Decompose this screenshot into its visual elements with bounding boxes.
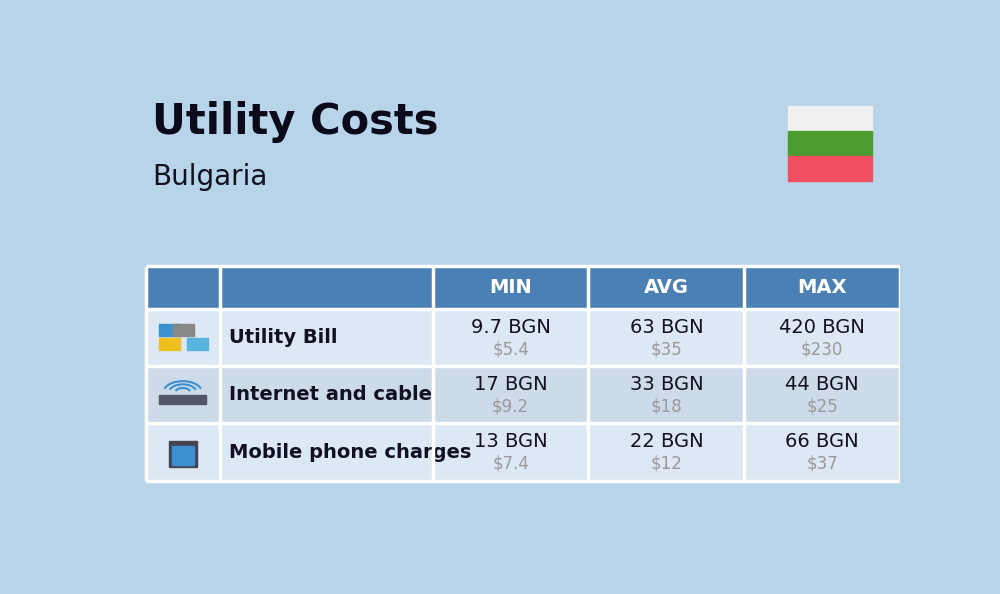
Bar — [146, 424, 900, 481]
Text: 17 BGN: 17 BGN — [474, 375, 547, 394]
Bar — [159, 324, 180, 336]
Text: 63 BGN: 63 BGN — [630, 318, 703, 337]
Text: $25: $25 — [806, 397, 838, 415]
Text: $12: $12 — [650, 454, 682, 472]
Text: $9.2: $9.2 — [492, 397, 529, 415]
Bar — [187, 338, 208, 350]
Bar — [169, 441, 197, 467]
Text: $35: $35 — [650, 340, 682, 358]
Text: 13 BGN: 13 BGN — [474, 432, 547, 451]
Text: Mobile phone charges: Mobile phone charges — [229, 443, 471, 462]
Text: Utility Costs: Utility Costs — [152, 101, 439, 143]
Bar — [788, 156, 872, 181]
Text: Utility Bill: Utility Bill — [229, 328, 337, 347]
Text: AVG: AVG — [644, 278, 689, 297]
Bar — [159, 395, 206, 404]
Text: $230: $230 — [801, 340, 843, 358]
Text: Internet and cable: Internet and cable — [229, 386, 432, 405]
Text: 44 BGN: 44 BGN — [785, 375, 859, 394]
Text: 66 BGN: 66 BGN — [785, 432, 859, 451]
Bar — [172, 446, 194, 465]
Text: $18: $18 — [650, 397, 682, 415]
Text: $5.4: $5.4 — [492, 340, 529, 358]
Text: MIN: MIN — [489, 278, 532, 297]
Text: 33 BGN: 33 BGN — [630, 375, 703, 394]
Bar — [159, 338, 180, 350]
Bar — [146, 266, 900, 309]
Bar — [146, 309, 900, 366]
Bar — [146, 366, 900, 424]
Text: 9.7 BGN: 9.7 BGN — [471, 318, 550, 337]
Text: $37: $37 — [806, 454, 838, 472]
Text: 22 BGN: 22 BGN — [630, 432, 703, 451]
Bar — [788, 131, 872, 156]
Text: MAX: MAX — [797, 278, 847, 297]
Text: Bulgaria: Bulgaria — [152, 163, 268, 191]
Text: 420 BGN: 420 BGN — [779, 318, 865, 337]
Bar — [173, 324, 194, 336]
Bar — [788, 106, 872, 131]
Text: $7.4: $7.4 — [492, 454, 529, 472]
